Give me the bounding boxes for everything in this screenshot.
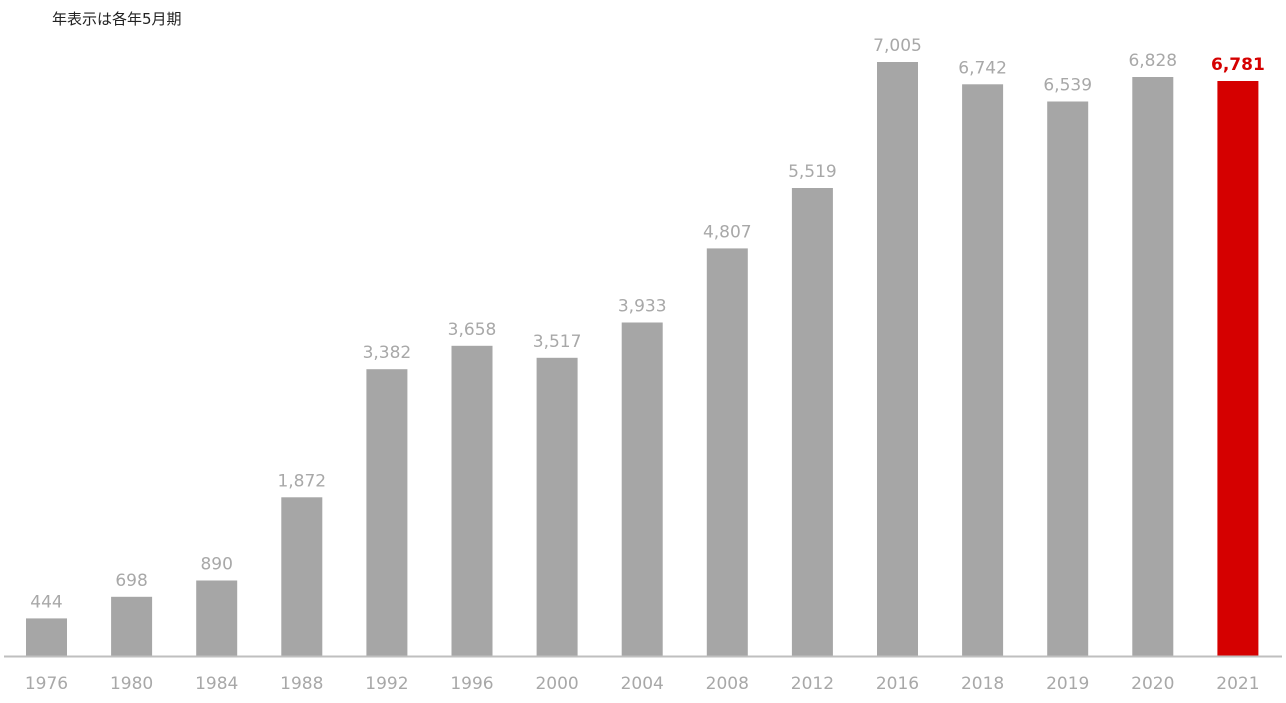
bar-1988 bbox=[281, 497, 323, 656]
value-label-2012: 5,519 bbox=[788, 162, 837, 182]
tick-labels-group: 1976 1980 1984 1988 1992 1996 2000 2004 2008 2012… bbox=[25, 674, 1260, 694]
value-label-2004: 3,933 bbox=[618, 297, 667, 317]
x-tick-label-2019: 2019 bbox=[1046, 674, 1089, 694]
value-labels-group: 444 698 890 1,872 3,382 3,658 3,517 3,933 4,807 5… bbox=[30, 36, 1265, 612]
bar-1980 bbox=[111, 596, 153, 656]
x-tick-label-1980: 1980 bbox=[110, 674, 153, 694]
value-label-2018: 6,742 bbox=[958, 58, 1007, 78]
value-label-1988: 1,872 bbox=[277, 471, 326, 491]
bar-1984 bbox=[196, 580, 238, 656]
bar-2016 bbox=[877, 62, 918, 656]
bar-1996 bbox=[451, 345, 493, 656]
bar-2020 bbox=[1132, 77, 1174, 656]
value-label-1996: 3,658 bbox=[448, 320, 497, 340]
x-tick-label-1984: 1984 bbox=[195, 674, 238, 694]
x-tick-label-2016: 2016 bbox=[876, 674, 919, 694]
bar-2004 bbox=[621, 322, 663, 656]
bar-1992 bbox=[366, 369, 408, 656]
x-tick-label-2000: 2000 bbox=[535, 674, 578, 694]
x-tick-label-1988: 1988 bbox=[280, 674, 323, 694]
value-label-1980: 698 bbox=[115, 571, 147, 591]
bar-2012 bbox=[791, 188, 833, 656]
value-label-2016: 7,005 bbox=[873, 36, 922, 56]
value-label-2008: 4,807 bbox=[703, 222, 752, 242]
x-tick-label-1976: 1976 bbox=[25, 674, 68, 694]
chart-note: 年表示は各年5月期 bbox=[52, 10, 182, 28]
x-tick-label-2021: 2021 bbox=[1216, 674, 1259, 694]
bar-2018 bbox=[962, 84, 1004, 657]
value-label-1976: 444 bbox=[30, 592, 62, 612]
x-tick-label-2008: 2008 bbox=[706, 674, 749, 694]
bars-group bbox=[26, 62, 1259, 657]
value-label-1984: 890 bbox=[200, 555, 232, 575]
bar-1976 bbox=[26, 618, 67, 656]
x-tick-label-1996: 1996 bbox=[450, 674, 493, 694]
x-tick-label-2012: 2012 bbox=[791, 674, 834, 694]
value-label-1992: 3,382 bbox=[363, 343, 412, 363]
value-label-2020: 6,828 bbox=[1128, 51, 1177, 71]
bar-2019 bbox=[1047, 101, 1089, 656]
value-label-2000: 3,517 bbox=[533, 332, 582, 352]
x-tick-label-2020: 2020 bbox=[1131, 674, 1174, 694]
bar-2000 bbox=[536, 357, 578, 656]
x-tick-label-1992: 1992 bbox=[365, 674, 408, 694]
value-label-2019: 6,539 bbox=[1043, 76, 1092, 96]
value-label-2021: 6,781 bbox=[1211, 55, 1265, 75]
bar-2021 bbox=[1217, 81, 1259, 656]
x-tick-label-2004: 2004 bbox=[621, 674, 664, 694]
x-tick-label-2018: 2018 bbox=[961, 674, 1004, 694]
bar-2008 bbox=[706, 248, 748, 656]
